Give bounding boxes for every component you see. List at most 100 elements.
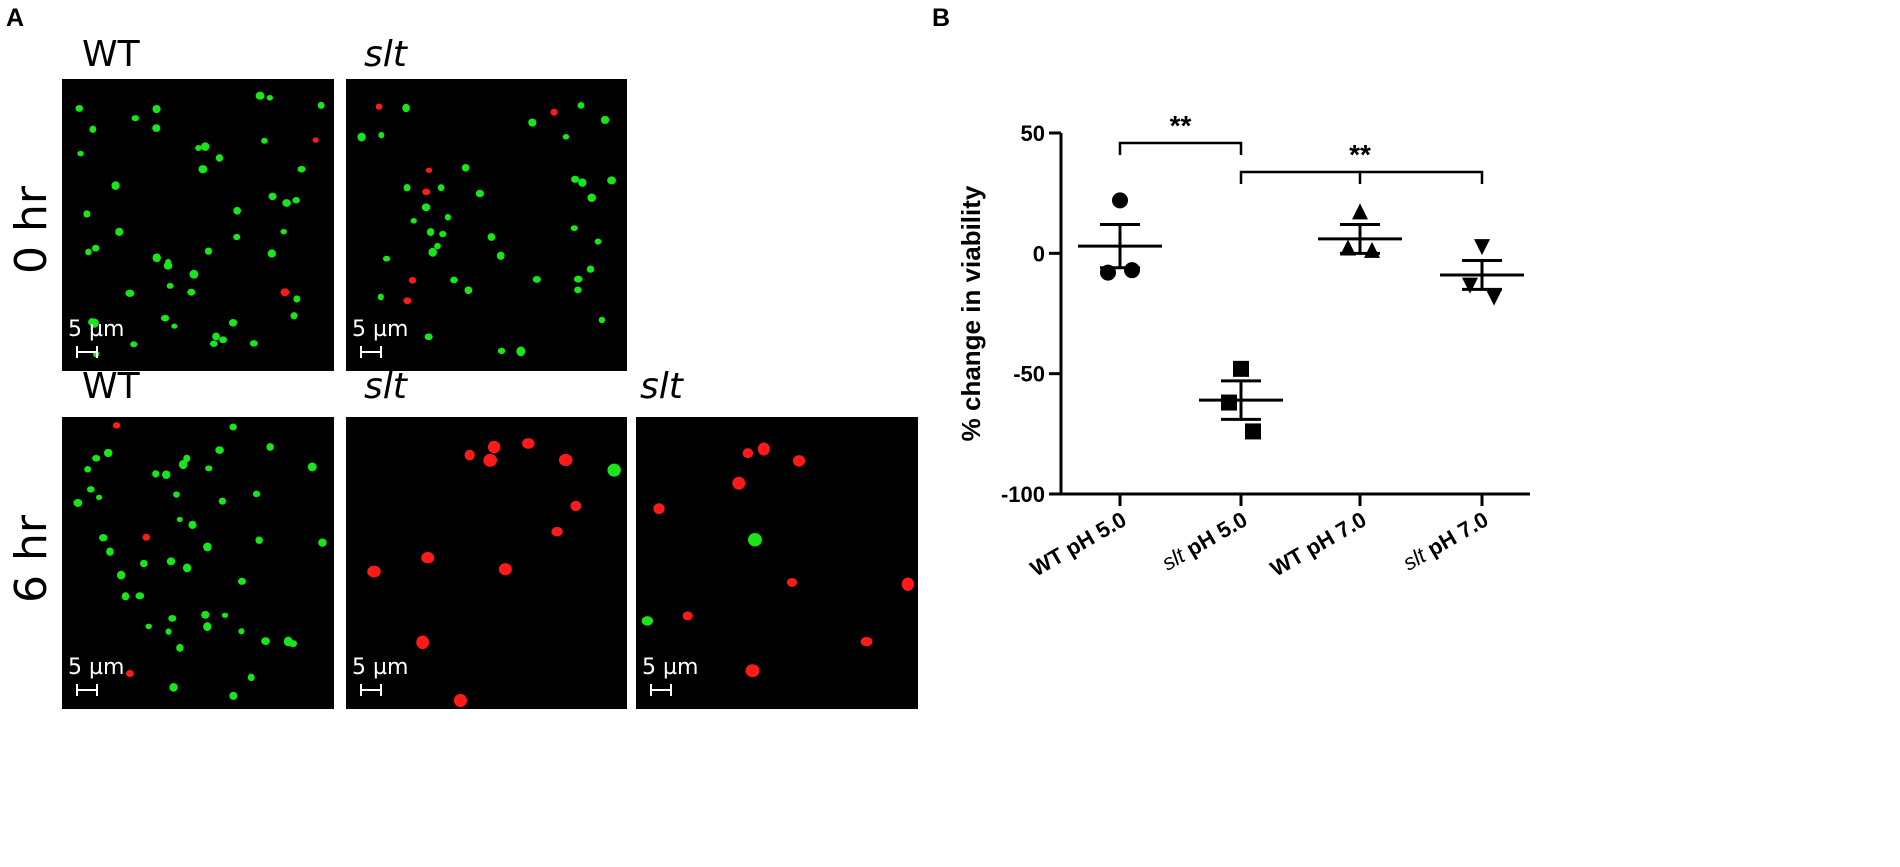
live-cell — [280, 228, 287, 235]
live-cell — [195, 144, 202, 152]
dead-cell — [312, 137, 319, 143]
live-cell — [410, 217, 417, 224]
scale-bar — [360, 346, 382, 358]
dead-cell — [487, 440, 501, 454]
live-cell — [421, 203, 431, 212]
live-cell — [261, 637, 270, 645]
live-cell — [297, 165, 306, 173]
dead-cell — [757, 442, 770, 456]
live-cell — [152, 470, 160, 478]
dead-cell — [125, 670, 134, 678]
live-cell — [169, 683, 178, 692]
live-cell — [176, 643, 184, 652]
live-cell — [218, 497, 227, 505]
micrograph-wt-0hr: 5 µm — [62, 79, 334, 371]
live-cell — [594, 238, 602, 245]
live-cell — [607, 176, 616, 185]
live-cell — [229, 691, 238, 700]
live-cell — [437, 184, 445, 192]
live-cell — [598, 316, 606, 324]
data-point — [1352, 203, 1368, 220]
dead-cell — [464, 449, 475, 461]
live-cell — [268, 192, 277, 201]
viability-chart: 50 0 -50 -100 % change in viability WT pH 5.0… — [956, 110, 1530, 582]
live-cell — [111, 181, 120, 190]
live-cell — [165, 628, 172, 635]
live-cell — [600, 115, 610, 125]
dead-cell — [142, 533, 151, 541]
significance-bracket — [1118, 141, 1243, 155]
live-cell — [130, 341, 138, 348]
significance-label: ** — [1170, 110, 1192, 141]
live-cell — [318, 538, 327, 547]
y-axis-label: % change in viability — [956, 185, 986, 441]
live-cell — [187, 288, 196, 296]
live-cell — [464, 286, 473, 295]
live-cell — [282, 199, 291, 207]
dead-cell — [416, 635, 430, 650]
live-cell — [570, 225, 578, 232]
row-label-6hr: 6 hr — [6, 515, 57, 603]
live-cell — [586, 265, 595, 273]
dead-cell — [558, 453, 573, 467]
dead-cell — [375, 103, 383, 110]
scale-bar — [650, 684, 672, 696]
live-cell — [377, 293, 384, 301]
live-cell — [293, 295, 301, 303]
live-cell — [424, 333, 433, 341]
dead-cell — [550, 108, 558, 116]
live-cell — [461, 163, 470, 172]
data-point — [1364, 241, 1380, 258]
dead-cell — [425, 167, 433, 173]
live-cell — [88, 318, 96, 326]
dead-cell — [422, 188, 431, 196]
live-cell — [748, 533, 762, 547]
live-cell — [215, 154, 224, 162]
live-cell — [204, 247, 213, 255]
live-cell — [266, 443, 274, 451]
cells-layer — [73, 422, 327, 700]
live-cell — [209, 340, 218, 347]
live-cell — [139, 559, 148, 568]
live-cell — [188, 520, 197, 530]
live-cell — [562, 134, 570, 140]
live-cell — [91, 244, 100, 252]
dead-cell — [745, 664, 760, 678]
live-cell — [77, 150, 84, 157]
live-cell — [641, 616, 654, 626]
significance-bracket — [1239, 170, 1484, 184]
live-cell — [439, 230, 447, 238]
live-cell — [434, 242, 441, 250]
live-cell — [106, 547, 114, 556]
x-category-label: WT pH 5.0 — [1026, 507, 1131, 582]
live-cell — [131, 115, 139, 122]
live-cell — [198, 165, 208, 174]
live-cell — [444, 213, 452, 221]
micrograph-slt-0hr: 5 µm — [346, 79, 627, 371]
scale-label: 5 µm — [68, 655, 125, 680]
x-category-label: slt pH 7.0 — [1398, 507, 1492, 576]
image-label-wt-6hr: WT — [82, 366, 140, 407]
dead-cell — [860, 636, 873, 647]
live-cell — [267, 249, 276, 258]
live-cell — [283, 636, 293, 647]
scale-bar — [76, 346, 98, 358]
live-cell — [228, 318, 238, 327]
x-category-label: slt pH 5.0 — [1157, 507, 1251, 576]
live-cell — [85, 248, 92, 256]
live-cell — [173, 491, 180, 498]
live-cell — [261, 137, 268, 144]
live-cell — [125, 289, 135, 298]
dead-cell — [522, 438, 535, 449]
scale-label: 5 µm — [642, 655, 699, 680]
live-cell — [145, 623, 152, 630]
scale-label: 5 µm — [352, 655, 409, 680]
live-cell — [577, 101, 585, 109]
live-cell — [168, 615, 177, 622]
data-point — [1462, 277, 1478, 294]
data-point — [1100, 264, 1116, 281]
live-cell — [528, 118, 537, 127]
dead-cell — [732, 476, 746, 490]
live-cell — [233, 233, 241, 241]
scale-label: 5 µm — [68, 317, 125, 342]
